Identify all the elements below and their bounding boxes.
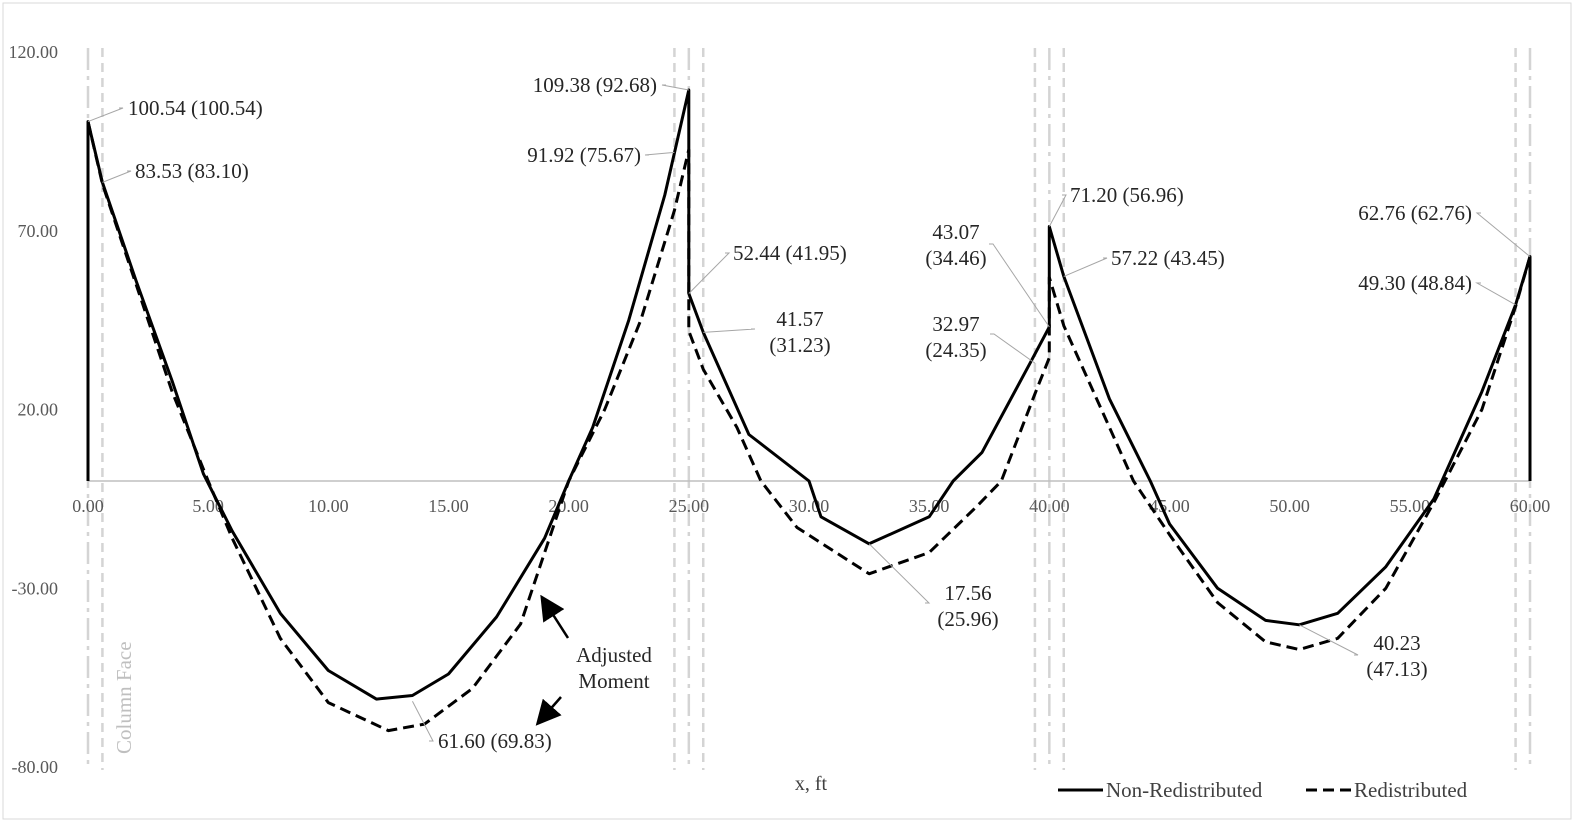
annotation-label: 61.60 (69.83) <box>438 729 552 753</box>
annotation-label: 62.76 (62.76) <box>1358 201 1472 225</box>
annotation-leader <box>412 700 434 742</box>
annotation-leader <box>1299 624 1359 656</box>
annotation-label: 91.92 (75.67) <box>527 143 641 167</box>
annotation-leader <box>688 252 731 294</box>
x-tick-label: 35.00 <box>909 496 950 516</box>
annotation-leader <box>102 170 132 183</box>
axes: 0.00 5.00 10.00 15.00 20.00 25.00 30.00 35.00 40… <box>9 42 1551 795</box>
annotation-leader <box>1475 212 1531 258</box>
x-tick-label: 45.00 <box>1149 496 1190 516</box>
y-tick-label: -80.00 <box>12 757 59 777</box>
annotation-leader <box>1475 282 1516 306</box>
x-tick-label: 30.00 <box>789 496 830 516</box>
annotations: 100.54 (100.54) 83.53 (83.10) 109.38 (92.6… <box>87 73 1531 753</box>
annotation-label: 100.54 (100.54) <box>128 96 263 120</box>
adjusted-arrow-up <box>540 594 570 639</box>
annotation-label: 52.44 (41.95) <box>733 241 847 265</box>
annotation-label: 40.23 (47.13) <box>1366 631 1427 681</box>
y-tick-label: 70.00 <box>18 221 59 241</box>
column-face-label: Column Face <box>112 641 136 754</box>
series-group <box>86 88 1532 733</box>
annotation-leader <box>989 243 1050 328</box>
annotation-leader <box>990 333 1036 364</box>
annotation-leader <box>87 107 124 123</box>
annotation-label: 57.22 (43.45) <box>1111 246 1225 270</box>
x-tick-label: 60.00 <box>1510 496 1551 516</box>
annotation-label: 49.30 (48.84) <box>1358 271 1472 295</box>
series-line-redistributed <box>86 121 1532 733</box>
annotation-leader <box>644 151 675 156</box>
y-tick-label: 20.00 <box>18 400 59 420</box>
annotation-label: 109.38 (92.68) <box>533 73 657 97</box>
annotation-label: Adjusted Moment <box>576 643 652 693</box>
x-tick-label: 0.00 <box>72 496 104 516</box>
annotation-leader <box>1048 194 1067 227</box>
annotation-label: 83.53 (83.10) <box>135 159 249 183</box>
x-tick-label: 15.00 <box>428 496 469 516</box>
x-tick-label: 55.00 <box>1390 496 1431 516</box>
x-tick-label: 40.00 <box>1029 496 1070 516</box>
annotation-label: 17.56 (25.96) <box>937 581 998 631</box>
annotation-leader <box>661 84 689 91</box>
annotation-leader <box>868 543 931 604</box>
x-tick-label: 50.00 <box>1269 496 1310 516</box>
annotation-label: 71.20 (56.96) <box>1070 183 1184 207</box>
annotation-leader <box>703 328 756 333</box>
legend-label: Redistributed <box>1354 778 1468 802</box>
adjusted-arrow-down <box>535 696 562 726</box>
annotation-label: 32.97 (24.35) <box>925 312 986 362</box>
x-tick-label: 10.00 <box>308 496 349 516</box>
legend: Non-Redistributed Redistributed <box>1058 778 1468 802</box>
annotation-label: 43.07 (34.46) <box>925 220 986 270</box>
x-axis-title: x, ft <box>795 773 828 795</box>
y-tick-label: -30.00 <box>12 578 59 598</box>
y-tick-label: 120.00 <box>9 42 59 62</box>
series-line-non-redistributed <box>86 88 1532 701</box>
x-tick-label: 25.00 <box>669 496 710 516</box>
annotation-leader <box>1063 257 1108 277</box>
annotation-label: 41.57 (31.23) <box>769 307 830 357</box>
legend-label: Non-Redistributed <box>1106 778 1263 802</box>
